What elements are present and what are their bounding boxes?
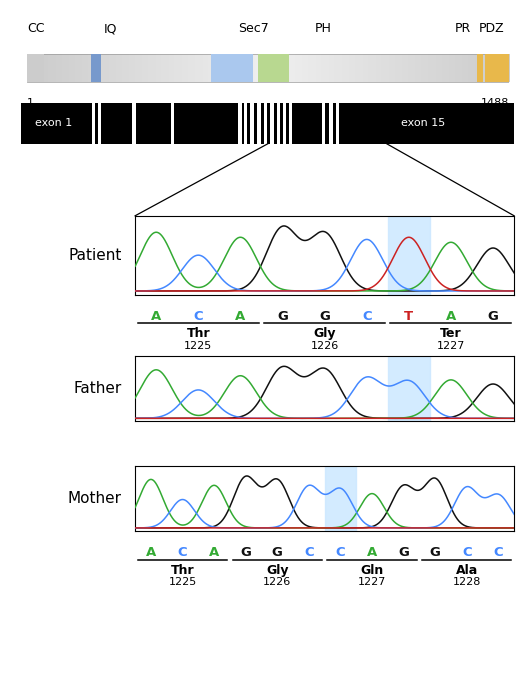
Text: A: A [446,310,456,323]
Bar [258,54,289,82]
Text: T: T [404,310,413,323]
Bar [335,103,339,144]
Bar [324,466,356,531]
Text: PH: PH [315,22,332,35]
Bar [388,356,430,421]
Bar [171,103,174,144]
Bar [26,54,45,82]
Text: Patient: Patient [68,248,122,262]
Text: 1227: 1227 [358,577,386,588]
Text: C: C [178,546,187,559]
Text: exon 15: exon 15 [401,119,445,128]
Text: C: C [335,546,345,559]
Text: A: A [146,546,156,559]
Bar [92,103,95,144]
Text: G: G [430,546,440,559]
Text: CC: CC [28,22,45,35]
Text: C: C [193,310,203,323]
Bar [329,103,333,144]
Text: C: C [493,546,503,559]
Bar [98,103,101,144]
Bar [211,54,253,82]
Bar [289,103,293,144]
Bar [388,216,430,295]
Text: Thr: Thr [187,327,210,340]
Text: exon 1: exon 1 [34,119,72,128]
Bar [322,103,325,144]
Bar [132,103,136,144]
Bar [283,103,286,144]
Bar [244,103,248,144]
Bar [91,54,101,82]
Bar [257,103,261,144]
Text: G: G [398,546,409,559]
Bar [264,103,267,144]
Text: 1226: 1226 [311,341,339,351]
Text: G: G [240,546,251,559]
Text: Ala: Ala [456,564,478,577]
Text: G: G [272,546,282,559]
Text: A: A [151,310,161,323]
Bar [238,103,242,144]
Bar [26,54,509,82]
Bar [250,103,254,144]
Text: 1225: 1225 [169,577,197,588]
Text: C: C [362,310,372,323]
Text: 1227: 1227 [437,341,465,351]
Text: C: C [304,546,314,559]
Text: G: G [277,310,288,323]
Text: C: C [462,546,472,559]
Text: 1488: 1488 [480,97,509,108]
Text: 1: 1 [26,97,33,108]
Text: Gly: Gly [266,564,288,577]
Text: Mother: Mother [68,491,122,506]
Text: G: G [488,310,499,323]
Bar [270,103,273,144]
Bar [485,54,509,82]
Text: 1228: 1228 [453,577,481,588]
Text: A: A [209,546,219,559]
Text: Father: Father [74,382,122,396]
Text: PR: PR [455,22,471,35]
Text: Gln: Gln [360,564,384,577]
Bar [277,103,280,144]
Text: Sec7: Sec7 [238,22,269,35]
Text: G: G [319,310,330,323]
Text: A: A [367,546,377,559]
Text: 1225: 1225 [184,341,213,351]
Text: Thr: Thr [171,564,195,577]
Text: 1226: 1226 [263,577,292,588]
Text: IQ: IQ [104,22,118,35]
Text: A: A [235,310,245,323]
Text: Gly: Gly [313,327,336,340]
Bar [477,54,483,82]
Text: Ter: Ter [440,327,462,340]
Text: PDZ: PDZ [479,22,505,35]
